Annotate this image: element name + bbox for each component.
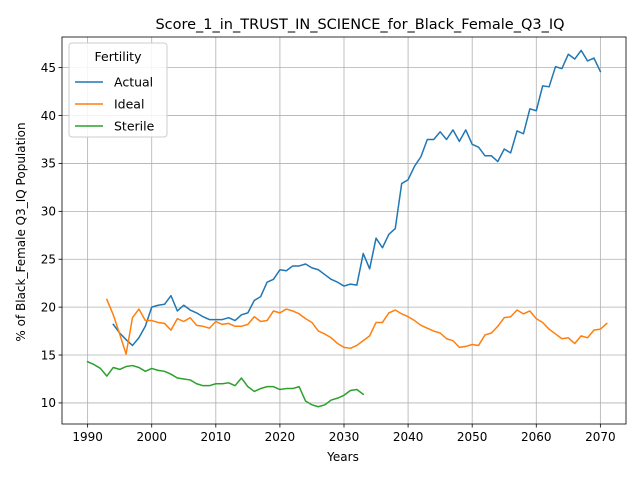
x-tick-label: 2030: [329, 430, 360, 444]
y-tick-label: 10: [41, 396, 56, 410]
x-tick-label: 1990: [72, 430, 103, 444]
y-tick-label: 15: [41, 348, 56, 362]
y-tick-label: 30: [41, 205, 56, 219]
x-tick-label: 2000: [136, 430, 167, 444]
x-axis-label: Years: [326, 450, 359, 464]
series-lines: [86, 49, 608, 408]
y-tick-label: 40: [41, 109, 56, 123]
y-tick-label: 35: [41, 157, 56, 171]
x-tick-label: 2070: [585, 430, 616, 444]
y-tick-label: 45: [41, 61, 56, 75]
y-tick-label: 25: [41, 253, 56, 267]
legend-title: Fertility: [95, 49, 143, 64]
x-tick-label: 2010: [201, 430, 232, 444]
grid-lines: [62, 37, 626, 424]
legend-label-sterile: Sterile: [114, 119, 155, 134]
y-axis-label: % of Black_Female Q3_IQ Population: [14, 122, 28, 341]
legend-label-actual: Actual: [114, 75, 153, 90]
y-tick-label: 20: [41, 300, 56, 314]
legend: Fertility Actual Ideal Sterile: [68, 42, 168, 138]
x-tick-label: 2060: [521, 430, 552, 444]
x-tick-label: 2050: [457, 430, 488, 444]
x-tick-label: 2040: [393, 430, 424, 444]
series-line-sterile: [86, 360, 365, 408]
legend-label-ideal: Ideal: [114, 97, 144, 112]
series-line-actual: [112, 49, 602, 347]
legend-box: [68, 42, 168, 138]
series-line-ideal: [105, 298, 608, 355]
axes: 1990 2000 2010 2020 2030 2040 2050 2060 20701015…: [41, 36, 627, 444]
chart-title: Score_1_in_TRUST_IN_SCIENCE_for_Black_Fe…: [155, 17, 564, 33]
x-tick-label: 2020: [265, 430, 296, 444]
